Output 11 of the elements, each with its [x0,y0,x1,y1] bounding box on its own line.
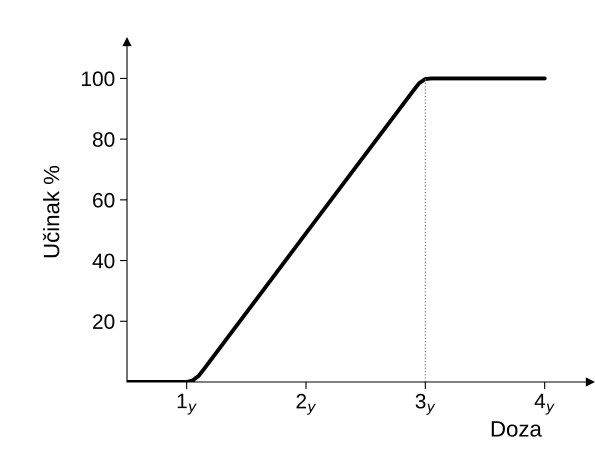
y-tick-label: 40 [92,254,114,268]
x-axis-title: Doza [492,421,542,437]
y-tick-label: 100 [82,71,114,86]
x-tick-label: 3$_{y}$ [416,394,436,415]
y-tick-label: 60 [93,192,114,208]
y-axis-title: Učinak % [42,166,60,258]
x-tick-label: 1$_{y}$ [178,394,197,415]
y-tick-label: 80 [92,132,114,147]
y-tick-label: 20 [93,314,114,330]
x-tick-label: 2$_{y}$ [296,394,316,415]
x-tick-label: 4$_{y}$ [534,394,555,415]
